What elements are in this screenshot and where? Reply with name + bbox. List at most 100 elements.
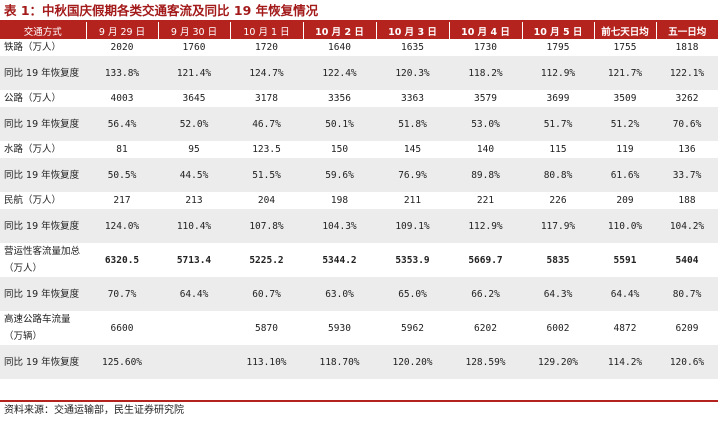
table-cell: 44.5%: [158, 158, 230, 192]
title-rule: [0, 20, 718, 22]
row-label: 高速公路车流量（万辆）: [4, 314, 71, 342]
header-oct1: 10 月 1 日: [230, 22, 304, 39]
table-cell: 204: [257, 195, 276, 206]
table-cell: 64.4%: [594, 277, 656, 311]
table-cell: 46.7%: [230, 107, 303, 141]
table-cell: 226: [549, 195, 567, 206]
table-cell: 3262: [675, 93, 699, 104]
table-row: 同比 19 年恢复度 124.0% 110.4% 107.8% 104.3% 109.1%…: [0, 209, 718, 243]
table-cell: 51.7%: [522, 107, 594, 141]
header-sep29: 9 月 29 日: [86, 22, 159, 39]
table-cell: 110.0%: [594, 209, 656, 243]
table-cell: 221: [476, 195, 495, 206]
table-cell: 33.7%: [656, 158, 718, 192]
table-cell: 122.4%: [303, 56, 376, 90]
table-cell: 120.20%: [376, 345, 449, 379]
row-label: 营运性客流量加总（万人）: [4, 246, 81, 274]
bottom-rule: [0, 400, 718, 402]
table-cell: 5225.2: [249, 254, 284, 266]
table-cell: 129.20%: [522, 345, 594, 379]
table-title: 表 1：中秋国庆假期各类交通客流及同比 19 年恢复情况: [4, 3, 319, 18]
table-cell: 114.2%: [594, 345, 656, 379]
table-cell: 5930: [328, 322, 351, 334]
table-cell: 6202: [474, 322, 497, 334]
table-row: 同比 19 年恢复度 133.8% 121.4% 124.7% 122.4% 120.3%…: [0, 56, 718, 90]
table-cell: 56.4%: [86, 107, 158, 141]
table-cell: 95: [188, 144, 200, 155]
table-cell: 112.9%: [522, 56, 594, 90]
table-row: 公路（万人） 4003 3645 3178 3356 3363 3579 3699 3509 32…: [0, 90, 718, 107]
table-cell: 4872: [613, 322, 637, 334]
table-cell: 104.3%: [303, 209, 376, 243]
table-cell: [158, 345, 230, 379]
table-cell: 125.60%: [86, 345, 158, 379]
table-row: 同比 19 年恢复度 70.7% 64.4% 60.7% 63.0% 65.0% 66.2%…: [0, 277, 718, 311]
header-row: 交通方式 9 月 29 日 9 月 30 日 10 月 1 日 10 月 2 日…: [0, 22, 718, 39]
table-cell: 5353.9: [395, 254, 430, 266]
table-cell: 3699: [546, 93, 570, 104]
table-cell: 1760: [182, 42, 206, 53]
table-cell: 121.7%: [594, 56, 656, 90]
table-cell: 52.0%: [158, 107, 230, 141]
table-cell: 109.1%: [376, 209, 449, 243]
table-cell: 64.3%: [522, 277, 594, 311]
table-cell: 3356: [328, 93, 351, 104]
table-cell: 3178: [255, 93, 278, 104]
table-cell: 5344.2: [322, 254, 357, 266]
table-cell: 124.7%: [230, 56, 303, 90]
table-cell: 119: [616, 144, 634, 155]
table-cell: 1730: [474, 42, 497, 53]
table-cell: 80.7%: [656, 277, 718, 311]
table-cell: 1635: [401, 42, 424, 53]
table-cell: 61.6%: [594, 158, 656, 192]
table-row: 同比 19 年恢复度 50.5% 44.5% 51.5% 59.6% 76.9% 89.8%…: [0, 158, 718, 192]
table-cell: 1720: [255, 42, 278, 53]
table-cell: 5870: [255, 322, 278, 334]
table-cell: 136: [678, 144, 696, 155]
table-cell: 124.0%: [86, 209, 158, 243]
table-cell: 121.4%: [158, 56, 230, 90]
table-row: 同比 19 年恢复度 125.60% 113.10% 118.70% 120.20% 12…: [0, 345, 718, 379]
table-cell: 120.6%: [656, 345, 718, 379]
row-label: 同比 19 年恢复度: [0, 277, 86, 311]
table-cell: 110.4%: [158, 209, 230, 243]
table-cell: 76.9%: [376, 158, 449, 192]
table-cell: 5404: [675, 254, 699, 266]
table-row: 铁路（万人） 2020 1760 1720 1640 1635 1730 1795 1755 18…: [0, 39, 718, 56]
table-cell: 1755: [613, 42, 637, 53]
table-cell: 6600: [110, 322, 134, 334]
header-week-avg: 前七天日均: [594, 22, 657, 39]
table-cell: 63.0%: [303, 277, 376, 311]
table-cell: 188: [678, 195, 696, 206]
table-cell: 70.7%: [86, 277, 158, 311]
row-label: 同比 19 年恢复度: [0, 56, 86, 90]
header-oct4: 10 月 4 日: [449, 22, 523, 39]
table-cell: 5591: [613, 254, 637, 266]
header-sep30: 9 月 30 日: [158, 22, 231, 39]
table-cell: 2020: [110, 42, 134, 53]
table-row: 高速公路车流量（万辆） 6600 5870 5930 5962 6202 6002 4872 6…: [0, 311, 718, 345]
table-cell: 115: [549, 144, 567, 155]
header-oct5: 10 月 5 日: [522, 22, 595, 39]
table-cell: 122.1%: [656, 56, 718, 90]
table-cell: 50.1%: [303, 107, 376, 141]
table-cell: 150: [330, 144, 349, 155]
table-cell: 6002: [546, 322, 570, 334]
table-cell: 53.0%: [449, 107, 522, 141]
row-label: 同比 19 年恢复度: [0, 345, 86, 379]
table-cell: 51.5%: [230, 158, 303, 192]
table-cell: 60.7%: [230, 277, 303, 311]
table-cell: 6209: [675, 322, 699, 334]
row-label: 民航（万人）: [4, 195, 62, 206]
table-cell: 209: [616, 195, 634, 206]
table-cell: 66.2%: [449, 277, 522, 311]
table-cell: 217: [113, 195, 131, 206]
table-cell: 198: [330, 195, 349, 206]
table-cell: 3645: [182, 93, 206, 104]
table-row: 水路（万人） 81 95 123.5 150 145 140 115 119 136: [0, 141, 718, 158]
table-cell: 5713.4: [176, 254, 212, 266]
table-cell: 4003: [110, 93, 134, 104]
table-cell: [158, 311, 230, 345]
table-cell: 118.70%: [303, 345, 376, 379]
table-cell: 5835: [546, 254, 570, 266]
